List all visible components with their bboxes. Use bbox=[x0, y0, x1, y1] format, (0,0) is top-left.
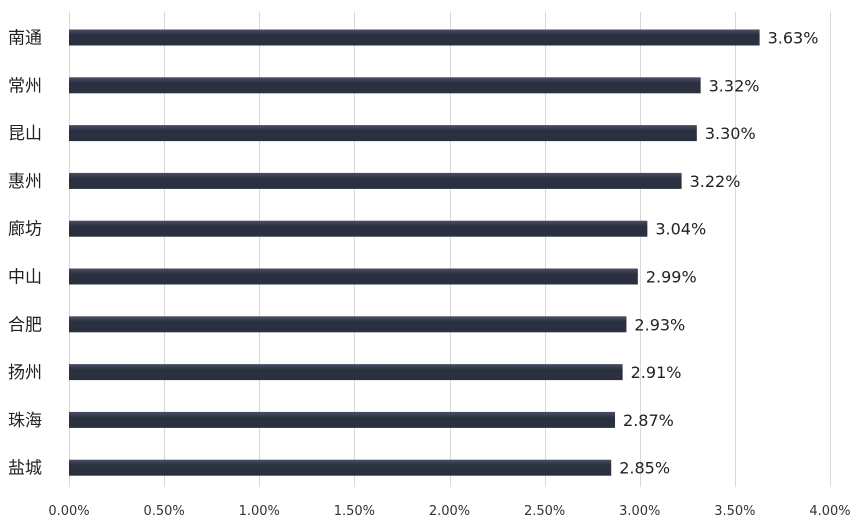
data-label: 2.87% bbox=[623, 411, 674, 430]
category-label: 廊坊 bbox=[8, 220, 42, 240]
bar bbox=[69, 268, 638, 285]
category-label: 盐城 bbox=[8, 459, 42, 479]
x-axis-ticks: 0.00% 0.50% 1.00% 1.50% 2.00% 2.50% 3.00% 3.50%… bbox=[48, 504, 850, 519]
x-tick-label: 0.50% bbox=[143, 504, 184, 519]
category-label: 珠海 bbox=[8, 411, 42, 431]
x-tick-label: 4.00% bbox=[809, 504, 850, 519]
data-label: 3.32% bbox=[709, 76, 760, 95]
x-tick-label: 1.50% bbox=[334, 504, 375, 519]
x-tick-label: 2.50% bbox=[524, 504, 565, 519]
data-label: 2.93% bbox=[634, 315, 685, 334]
data-label: 3.63% bbox=[768, 29, 819, 48]
data-label: 3.04% bbox=[655, 220, 706, 239]
data-label: 2.85% bbox=[619, 459, 670, 478]
data-label: 3.30% bbox=[705, 124, 756, 143]
bar bbox=[69, 459, 612, 476]
data-label: 3.22% bbox=[690, 172, 741, 191]
x-tick-label: 1.00% bbox=[239, 504, 280, 519]
category-label: 中山 bbox=[8, 268, 42, 288]
bars bbox=[69, 29, 760, 476]
data-labels: 3.63% 3.32% 3.30% 3.22% 3.04% 2.99% 2.93% 2.91%… bbox=[619, 29, 818, 478]
bar bbox=[69, 364, 623, 381]
data-label: 2.91% bbox=[631, 363, 682, 382]
x-tick-label: 3.50% bbox=[714, 504, 755, 519]
data-label: 2.99% bbox=[646, 268, 697, 287]
category-label: 常州 bbox=[8, 76, 42, 96]
category-label: 扬州 bbox=[8, 363, 42, 383]
bar bbox=[69, 77, 701, 94]
bar bbox=[69, 411, 616, 428]
bar bbox=[69, 172, 682, 189]
category-label: 昆山 bbox=[8, 124, 42, 144]
category-label: 合肥 bbox=[8, 315, 42, 335]
x-tick-label: 3.00% bbox=[619, 504, 660, 519]
bar bbox=[69, 316, 627, 333]
x-tick-label: 2.00% bbox=[429, 504, 470, 519]
bar bbox=[69, 220, 648, 237]
x-tick-label: 0.00% bbox=[48, 504, 89, 519]
bar bbox=[69, 29, 760, 46]
category-label: 惠州 bbox=[8, 172, 42, 192]
bar bbox=[69, 125, 697, 142]
category-label: 南通 bbox=[8, 29, 42, 49]
